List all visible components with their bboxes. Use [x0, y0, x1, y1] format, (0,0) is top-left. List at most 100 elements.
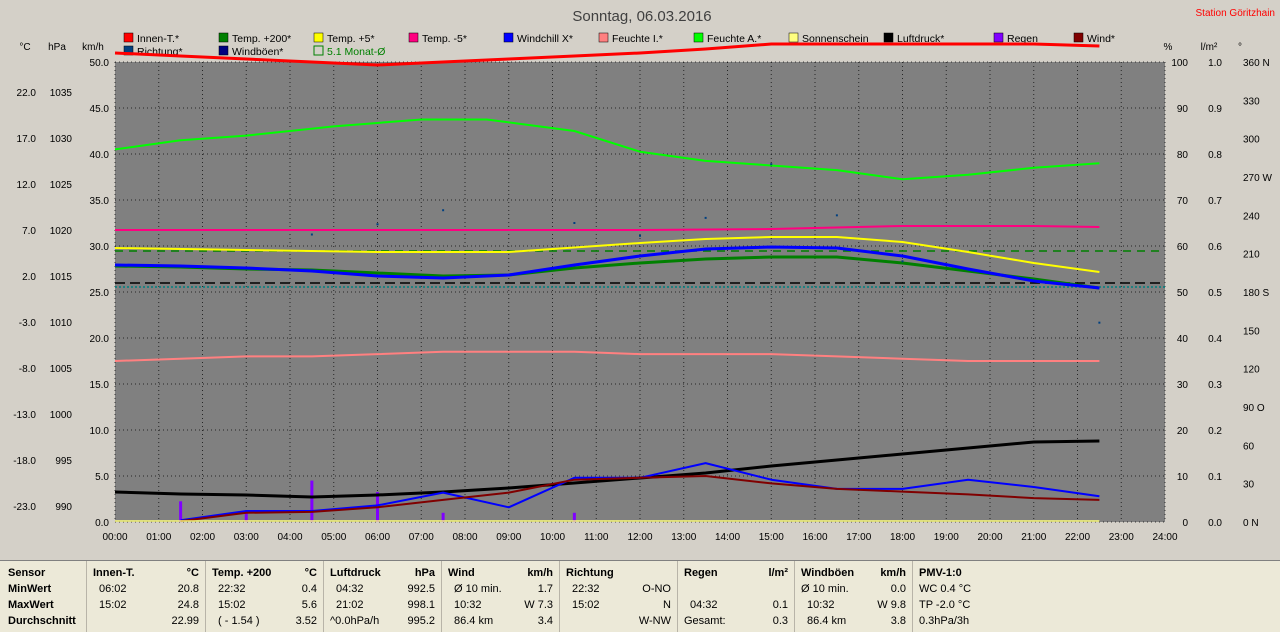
humidity-tick-label: 50 — [1177, 288, 1189, 299]
direction-point — [835, 214, 838, 217]
legend-label: Windböen* — [232, 46, 283, 58]
avg-label: Durchschnitt — [8, 615, 76, 627]
temp200-title: Temp. +200 — [212, 567, 272, 579]
rain-unit-label: l/m² — [1201, 42, 1218, 53]
max-label: MaxWert — [8, 599, 54, 611]
direction-tick-label: 120 — [1243, 365, 1260, 376]
temp-tick-label: 17.0 — [17, 134, 37, 145]
wind-row3-label: 86.4 km — [454, 615, 494, 627]
direction-point — [376, 223, 379, 226]
temp200-min-time: 22:32 — [218, 583, 246, 595]
druck-max-time: 21:02 — [336, 599, 364, 611]
x-tick-label: 18:00 — [890, 532, 915, 543]
direction-tick-label: 270 W — [1243, 173, 1272, 184]
regen-row3-value: 0.3 — [772, 615, 788, 627]
series-line — [114, 236, 1100, 273]
rain-tick-label: 1.0 — [1208, 58, 1222, 69]
druck-title: Luftdruck — [330, 567, 381, 579]
series-line — [180, 475, 1100, 523]
stats-wind-column: Wind km/h Ø 10 min. 1.7 10:32 W 7.3 86.4 km… — [442, 561, 560, 632]
legend-label: Wind* — [1087, 33, 1115, 45]
legend-swatch — [693, 32, 704, 43]
temp-tick-label: -18.0 — [13, 456, 36, 467]
temp200-avg-value: 3.52 — [295, 615, 317, 627]
x-tick-label: 17:00 — [846, 532, 871, 543]
druck-max-value: 998.1 — [407, 599, 435, 611]
rain-bar — [244, 512, 248, 522]
station-name: Station Göritzhain — [1196, 8, 1276, 19]
stats-boeen-column: Windböen km/h Ø 10 min. 0.0 10:32 W 9.8 86.… — [795, 561, 913, 632]
pmv-row2: TP -2.0 °C — [919, 599, 971, 611]
direction-unit-label: ° — [1238, 42, 1242, 53]
regen-unit: l/m² — [768, 567, 788, 579]
direction-tick-label: 300 — [1243, 135, 1260, 146]
series-line — [114, 350, 1100, 362]
direction-point — [704, 216, 707, 219]
direction-tick-label: 90 O — [1243, 403, 1265, 414]
direction-point — [310, 233, 313, 236]
regen-row3-label: Gesamt: — [684, 615, 726, 627]
pressure-tick-label: 1000 — [50, 410, 73, 421]
wind-tick-label: 35.0 — [90, 196, 110, 207]
temp200-avg-extra: ( - 1.54 ) — [218, 615, 260, 627]
boeen-title: Windböen — [801, 567, 855, 579]
wind-tick-label: 40.0 — [90, 150, 110, 161]
temp-tick-label: 2.0 — [22, 272, 36, 283]
legend-swatch — [598, 32, 609, 43]
chart-title: Sonntag, 06.03.2016 — [572, 8, 711, 25]
pressure-tick-label: 1015 — [50, 272, 73, 283]
wind-tick-label: 20.0 — [90, 334, 110, 345]
humidity-tick-label: 20 — [1177, 426, 1189, 437]
innen-avg-value: 22.99 — [171, 615, 199, 627]
x-tick-label: 19:00 — [934, 532, 959, 543]
legend-label: Sonnenschein — [802, 33, 869, 45]
x-tick-label: 01:00 — [146, 532, 171, 543]
direction-point — [1098, 321, 1101, 324]
rain-tick-label: 0.6 — [1208, 242, 1222, 253]
stats-temp200-column: Temp. +200 °C 22:32 0.4 15:02 5.6 ( - 1.54 … — [206, 561, 324, 632]
wind-tick-label: 30.0 — [90, 242, 110, 253]
wind-row1-label: Ø 10 min. — [454, 583, 502, 595]
x-tick-label: 12:00 — [627, 532, 652, 543]
humidity-tick-label: 70 — [1177, 196, 1189, 207]
x-tick-label: 14:00 — [715, 532, 740, 543]
x-tick-label: 21:00 — [1021, 532, 1046, 543]
rain-tick-label: 0.7 — [1208, 196, 1222, 207]
pressure-unit-label: hPa — [48, 42, 66, 53]
temp200-max-value: 5.6 — [301, 599, 317, 611]
legend-swatch — [218, 32, 229, 43]
richtung-row1-label: 22:32 — [572, 583, 600, 595]
richtung-row2-value: N — [663, 599, 671, 611]
direction-tick-label: 30 — [1243, 480, 1255, 491]
series-line — [114, 118, 1100, 181]
direction-tick-label: 180 S — [1243, 288, 1269, 299]
humidity-tick-label: 40 — [1177, 334, 1189, 345]
regen-row2-label: 04:32 — [690, 599, 718, 611]
druck-min-value: 992.5 — [407, 583, 435, 595]
direction-tick-label: 60 — [1243, 441, 1255, 452]
direction-point — [573, 222, 576, 224]
regen-title: Regen — [684, 567, 718, 579]
humidity-tick-label: 90 — [1177, 104, 1189, 115]
direction-tick-label: 360 N — [1243, 58, 1270, 69]
rain-bar — [310, 480, 314, 522]
wind-unit: km/h — [527, 567, 553, 579]
druck-avg-value: 995.2 — [407, 615, 435, 627]
humidity-tick-label: 80 — [1177, 150, 1189, 161]
stats-druck-column: Luftdruck hPa 04:32 992.5 21:02 998.1 ^0.0h… — [324, 561, 442, 632]
wind-tick-label: 45.0 — [90, 104, 110, 115]
temp-tick-label: -13.0 — [13, 410, 36, 421]
rain-bar — [572, 512, 576, 522]
wind-tick-label: 5.0 — [95, 472, 109, 483]
humidity-tick-label: 30 — [1177, 380, 1189, 391]
innen-max-time: 15:02 — [99, 599, 127, 611]
legend-label: 5.1 Monat-Ø — [327, 46, 385, 58]
direction-tick-label: 330 — [1243, 96, 1260, 107]
legend-swatch — [218, 45, 229, 56]
pressure-tick-label: 1005 — [50, 364, 73, 375]
legend-swatch — [788, 32, 799, 43]
humidity-tick-label: 0 — [1182, 518, 1188, 529]
boeen-row2-label: 10:32 — [807, 599, 835, 611]
legend-swatch — [313, 45, 324, 56]
rain-bar — [441, 512, 445, 522]
